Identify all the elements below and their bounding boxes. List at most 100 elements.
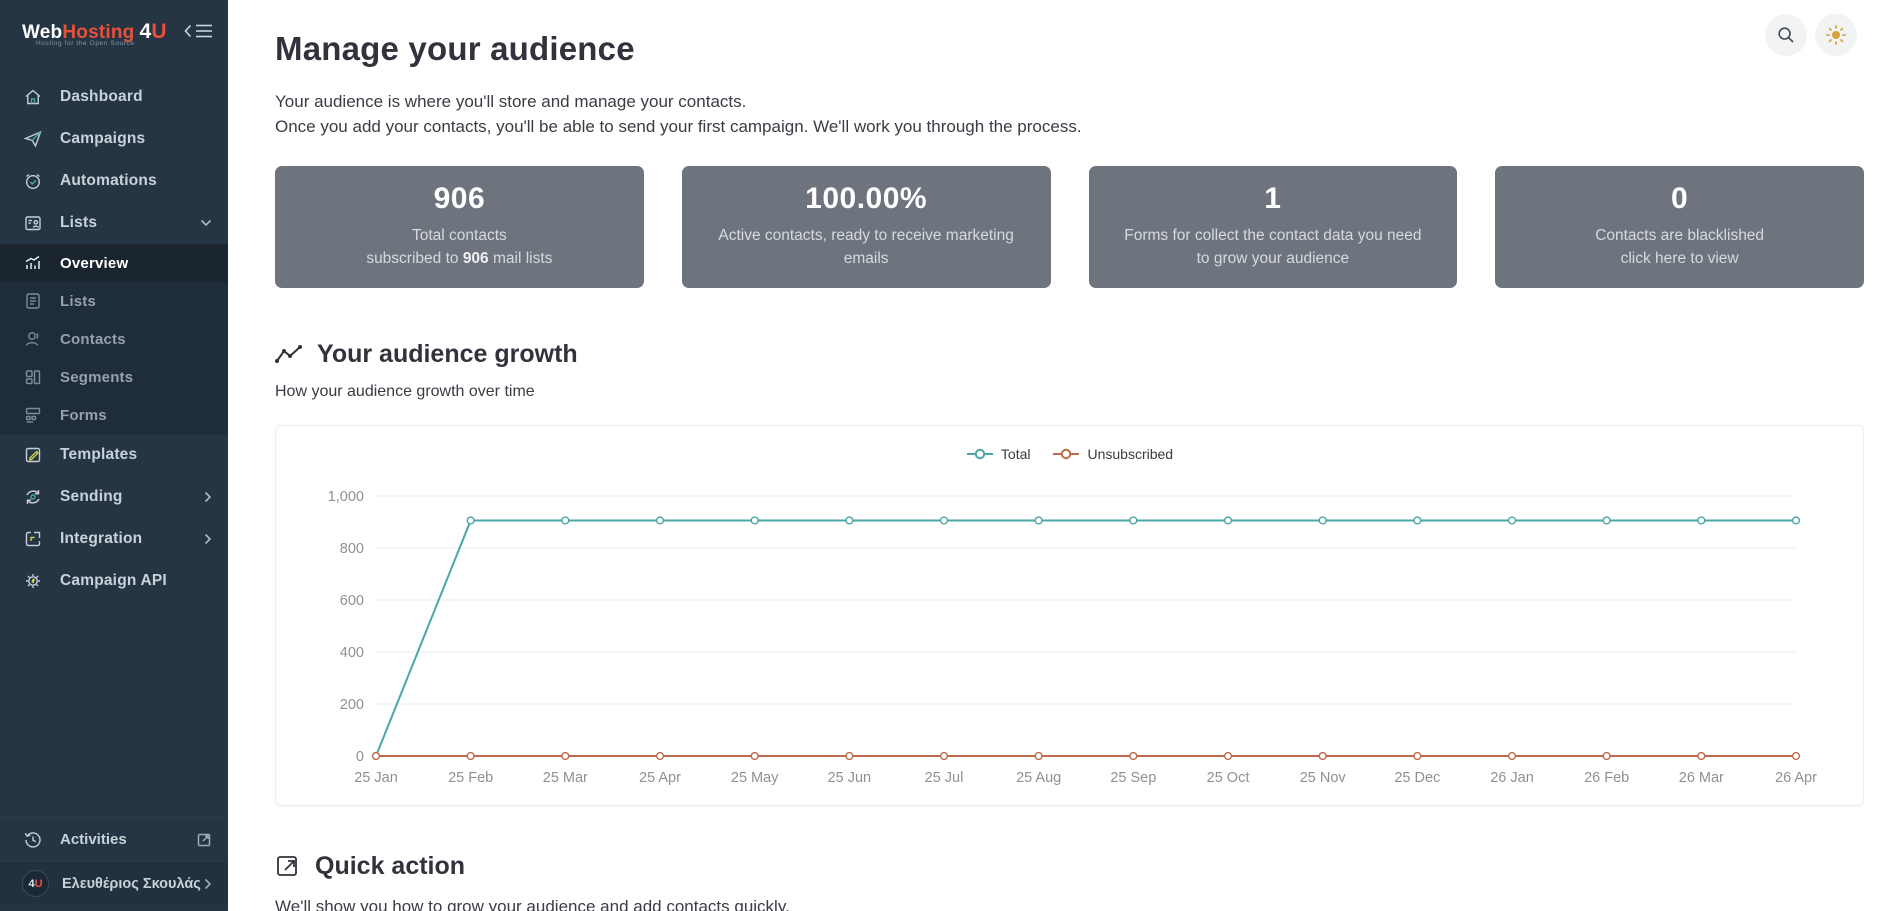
svg-text:25 Aug: 25 Aug (1016, 770, 1061, 786)
stat-label-line2-strong: 906 (462, 249, 489, 267)
sidebar-item-segments[interactable]: Segments (0, 358, 228, 396)
chevron-right-icon (204, 878, 212, 890)
stat-label-line1: Active contacts, ready to receive market… (718, 227, 1014, 245)
app-logo[interactable]: WebHosting 4U (22, 21, 167, 42)
growth-section-header: Your audience growth (275, 340, 1864, 369)
svg-text:25 Oct: 25 Oct (1207, 770, 1250, 786)
stat-label: Contacts are blacklished click here to v… (1513, 225, 1846, 270)
sidebar-item-dashboard[interactable]: Dashboard (0, 76, 228, 118)
logo-badge-4: 4 (139, 19, 152, 43)
external-link-icon (277, 855, 297, 876)
stat-card-total-contacts[interactable]: 906 Total contacts subscribed to 906 mai… (275, 166, 644, 289)
sidebar-item-lists-sub[interactable]: Lists (0, 282, 228, 320)
svg-text:26 Mar: 26 Mar (1679, 770, 1724, 786)
sidebar-item-label: Contacts (60, 330, 126, 348)
sidebar-item-label: Dashboard (60, 88, 143, 105)
sidebar-item-integration[interactable]: Integration (0, 518, 228, 560)
sidebar-item-label: Lists (60, 214, 98, 231)
sidebar-item-label: Templates (60, 446, 138, 463)
legend-item-total[interactable]: Total (966, 442, 1031, 466)
template-edit-icon (22, 444, 44, 466)
sidebar-item-forms[interactable]: Forms (0, 396, 228, 434)
svg-text:25 Jan: 25 Jan (354, 770, 398, 786)
stat-card-forms[interactable]: 1 Forms for collect the contact data you… (1088, 166, 1458, 289)
legend-marker-icon (966, 449, 993, 460)
stat-label-line1: Forms for collect the contact data you n… (1124, 227, 1422, 245)
stat-card-active-contacts[interactable]: 100.00% Active contacts, ready to receiv… (681, 166, 1051, 289)
quick-action-header: Quick action (275, 852, 1864, 881)
svg-text:600: 600 (340, 593, 364, 609)
svg-text:25 May: 25 May (731, 770, 779, 786)
logo-hosting: Hosting (62, 21, 135, 43)
alarm-clock-icon (22, 170, 44, 192)
sidebar-item-campaigns[interactable]: Campaigns (0, 118, 228, 160)
integration-icon (22, 528, 44, 550)
stat-value: 0 (1671, 182, 1689, 216)
svg-text:25 Nov: 25 Nov (1300, 770, 1347, 786)
sidebar-menu: Dashboard Campaigns Automations Lists Ov… (0, 62, 228, 602)
sidebar-item-label: Segments (60, 368, 134, 386)
quick-action-description: We'll show you how to grow your audience… (275, 897, 790, 911)
svg-text:400: 400 (340, 645, 364, 661)
svg-text:25 Feb: 25 Feb (448, 770, 493, 786)
stat-value: 100.00% (805, 182, 928, 216)
svg-text:25 Jun: 25 Jun (828, 770, 872, 786)
gear-icon (22, 570, 44, 592)
stat-label-line2-pre: subscribed to (366, 249, 463, 267)
chart-legend: Total Unsubscribed (276, 426, 1863, 466)
user-name: Ελευθέριος Σκουλάς (62, 875, 201, 892)
stat-label-line2: click here to view (1620, 249, 1739, 267)
sidebar-item-label: Campaigns (60, 130, 146, 147)
quick-action-title: Quick action (315, 852, 466, 881)
sidebar-item-contacts[interactable]: Contacts (0, 320, 228, 358)
bar-chart-icon (22, 252, 44, 274)
history-clock-icon (22, 830, 44, 850)
sidebar-collapse-button[interactable] (184, 23, 214, 39)
svg-text:26 Jan: 26 Jan (1490, 770, 1534, 786)
sidebar-item-label: Integration (60, 530, 143, 547)
sidebar-item-campaign-api[interactable]: Campaign API (0, 560, 228, 602)
svg-text:1,000: 1,000 (328, 489, 364, 505)
stat-label-line2-post: mail lists (488, 249, 553, 267)
logo-badge-u: U (151, 19, 167, 43)
sidebar-item-lists[interactable]: Lists (0, 202, 228, 244)
sidebar-item-label: Overview (60, 254, 129, 272)
sidebar-item-templates[interactable]: Templates (0, 434, 228, 476)
main-content: Manage your audience Your audience is wh… (228, 0, 1879, 911)
list-document-icon (22, 290, 44, 312)
growth-chart-card: Total Unsubscribed 0 200 400 600 800 1,000 25 J… (275, 425, 1864, 807)
sidebar-item-sending[interactable]: Sending (0, 476, 228, 518)
user-icon (22, 328, 44, 350)
page-description: Your audience is where you'll store and … (275, 90, 1864, 139)
lists-submenu: Overview Lists Contacts Segments Forms (0, 244, 228, 434)
page-description-line1: Your audience is where you'll store and … (275, 92, 747, 111)
theme-toggle-button[interactable] (1815, 14, 1857, 56)
segments-icon (22, 366, 44, 388)
stat-value: 1 (1264, 182, 1282, 216)
paper-plane-icon (22, 128, 44, 150)
page-title: Manage your audience (275, 30, 635, 67)
sidebar-item-activities[interactable]: Activities (0, 817, 228, 861)
activities-label: Activities (60, 831, 127, 848)
sidebar-item-automations[interactable]: Automations (0, 160, 228, 202)
search-button[interactable] (1765, 14, 1807, 56)
growth-section-subtitle: How your audience growth over time (275, 383, 535, 401)
stat-label-line2: emails (843, 249, 889, 267)
home-icon (22, 86, 44, 108)
svg-text:800: 800 (340, 541, 364, 557)
chevron-right-icon (204, 491, 212, 503)
stat-label: Forms for collect the contact data you n… (1107, 225, 1440, 270)
svg-text:25 Dec: 25 Dec (1394, 770, 1440, 786)
sun-icon (1826, 25, 1846, 45)
legend-label: Total (1000, 446, 1031, 463)
svg-text:200: 200 (340, 697, 364, 713)
stat-card-blacklisted[interactable]: 0 Contacts are blacklished click here to… (1495, 166, 1864, 289)
sidebar-item-overview[interactable]: Overview (0, 244, 228, 282)
svg-text:0: 0 (356, 749, 364, 765)
chevron-left-icon (184, 24, 192, 38)
legend-item-unsubscribed[interactable]: Unsubscribed (1052, 442, 1173, 466)
stat-label-line1: Total contacts (411, 227, 507, 245)
sync-icon (22, 486, 44, 508)
